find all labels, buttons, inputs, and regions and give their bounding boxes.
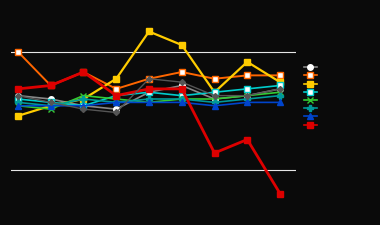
Legend: , , , , , , , : , , , , , , , — [303, 63, 320, 129]
